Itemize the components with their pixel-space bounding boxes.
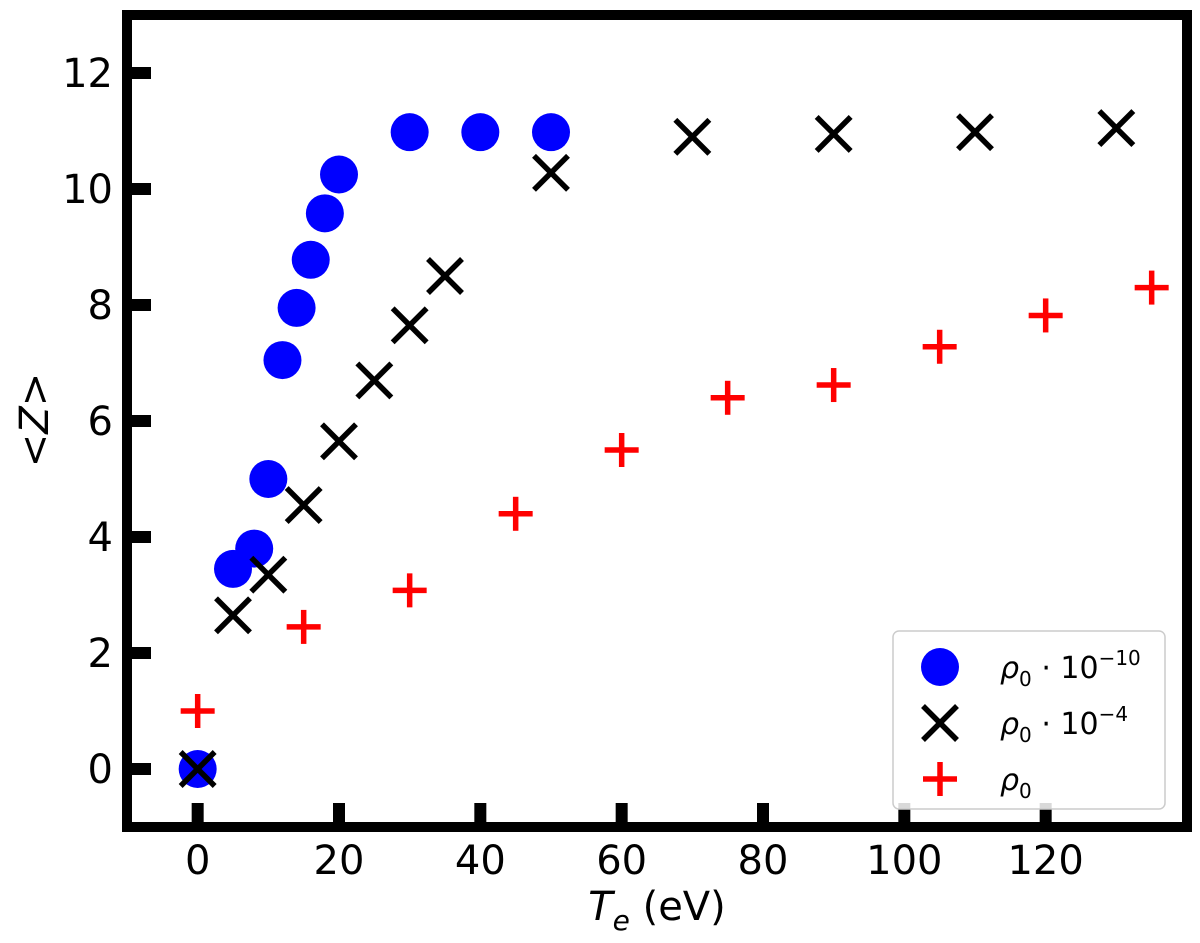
data-point	[286, 609, 321, 644]
x-tick-label: 100	[866, 838, 942, 884]
data-point	[390, 113, 429, 152]
data-point	[291, 240, 330, 279]
data-point	[673, 117, 712, 156]
data-point	[816, 368, 851, 403]
series-2	[178, 109, 1136, 788]
data-point	[235, 529, 274, 568]
y-tick-label: 12	[62, 51, 113, 97]
data-point	[390, 306, 429, 345]
data-point	[180, 694, 215, 728]
legend-box	[892, 630, 1166, 810]
data-point	[249, 555, 288, 594]
data-point	[1134, 270, 1169, 305]
y-tick-label: 10	[62, 167, 113, 213]
data-point	[604, 433, 639, 467]
x-tick-label: 0	[185, 838, 210, 884]
data-point	[1097, 109, 1136, 148]
data-point	[305, 194, 344, 233]
data-point	[814, 114, 853, 153]
x-axis-label: Te (eV)	[588, 884, 726, 937]
legend-label: ρ0 · 10−4	[1000, 702, 1128, 747]
data-point	[277, 288, 316, 327]
series-3	[180, 270, 1169, 728]
x-tick-label: 120	[1007, 838, 1083, 884]
x-tick-label: 40	[455, 838, 506, 884]
tick-labels: 0 20 40 60 80 100 120 0 2 4 6 8 10 12	[62, 51, 1084, 884]
data-point	[498, 496, 533, 531]
data-point	[532, 113, 570, 152]
data-points	[178, 109, 1169, 788]
data-point	[249, 460, 288, 498]
data-point	[263, 341, 302, 380]
data-point	[392, 573, 427, 608]
data-point	[426, 257, 464, 295]
legend: ρ0 · 10−10 ρ0 · 10−4 ρ0	[892, 630, 1166, 810]
data-point	[956, 113, 994, 152]
x-tick-label: 60	[596, 838, 647, 884]
legend-label: ρ0	[1000, 763, 1032, 803]
legend-label: ρ0 · 10−10	[1000, 646, 1141, 691]
data-point	[178, 750, 217, 788]
data-point	[320, 155, 358, 194]
legend-marker	[923, 762, 957, 796]
data-point	[284, 486, 323, 525]
legend-marker	[921, 648, 959, 686]
data-point	[320, 422, 358, 461]
data-point	[355, 361, 394, 400]
data-point	[922, 329, 957, 364]
legend-marker	[921, 704, 959, 742]
data-point	[532, 153, 570, 192]
y-tick-label: 2	[88, 631, 113, 677]
y-tick-label: 8	[88, 283, 113, 329]
data-point	[1028, 298, 1063, 333]
data-point	[214, 596, 252, 635]
x-tick-label: 80	[738, 838, 789, 884]
y-axis-label: <Z>	[12, 373, 58, 467]
x-tick-label: 20	[314, 838, 365, 884]
data-point	[461, 113, 500, 152]
y-tick-label: 6	[88, 399, 113, 445]
plot-frame	[122, 10, 1192, 832]
data-point	[710, 380, 745, 415]
y-tick-label: 0	[88, 747, 113, 793]
y-tick-label: 4	[88, 515, 113, 561]
